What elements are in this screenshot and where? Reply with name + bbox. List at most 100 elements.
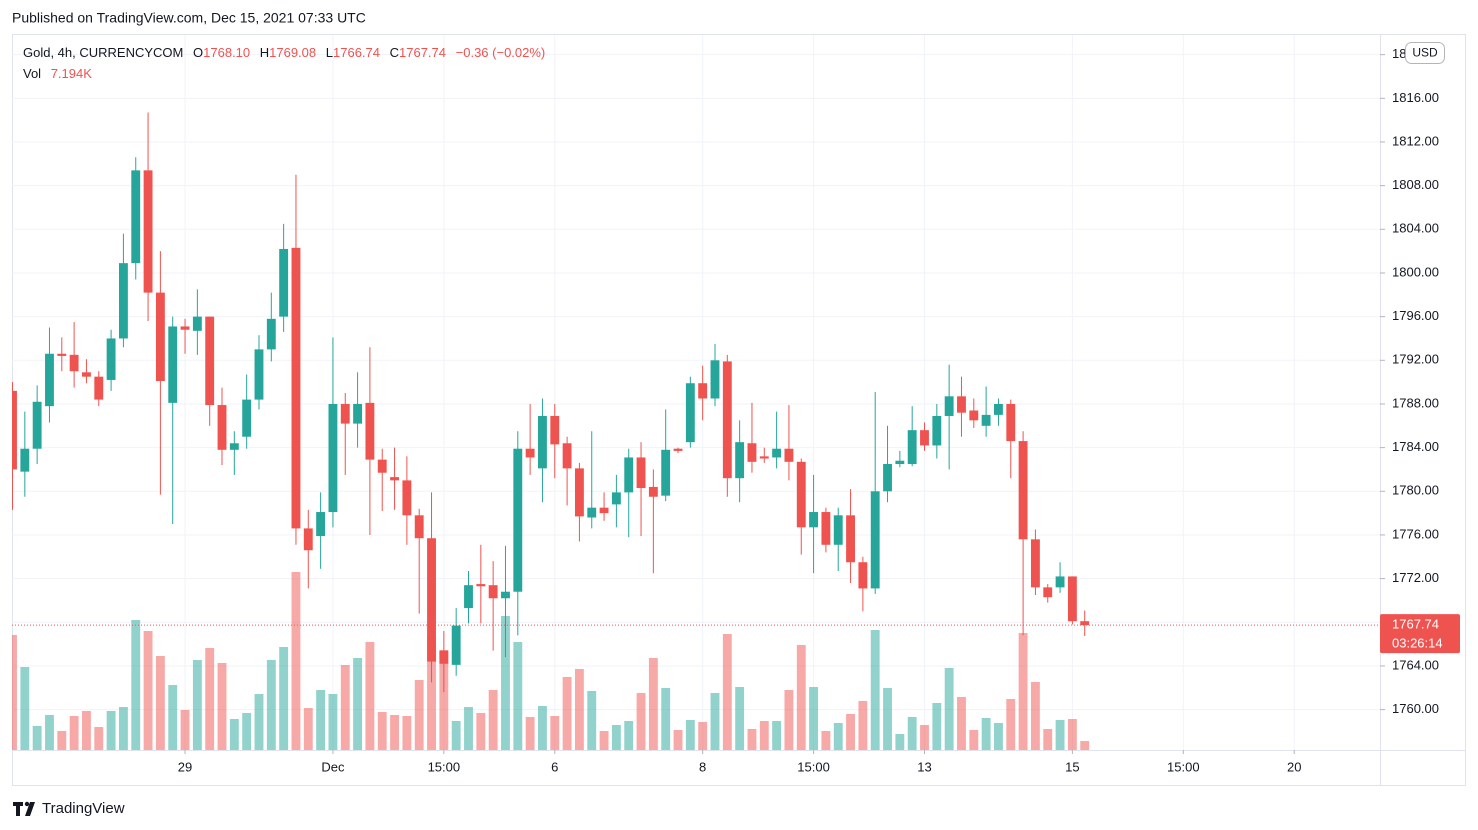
- x-tick-label: 15:00: [1167, 759, 1200, 774]
- candle-body: [870, 491, 880, 589]
- candle-body: [735, 442, 745, 479]
- candle-body: [784, 448, 794, 462]
- volume-bar: [784, 690, 794, 750]
- volume-bar: [242, 713, 252, 750]
- volume-bar: [402, 716, 412, 750]
- x-tick-label: 8: [699, 759, 706, 774]
- volume-bar: [254, 694, 264, 750]
- candle-body: [476, 584, 486, 587]
- high-value: 1769.08: [269, 45, 316, 60]
- volume-bar: [648, 658, 658, 750]
- volume-bar: [1043, 729, 1053, 750]
- x-tick-label: 20: [1287, 759, 1301, 774]
- candle-body: [106, 338, 116, 380]
- last-price-label: 1767.74: [1392, 617, 1439, 632]
- candle-body: [57, 353, 67, 356]
- volume-bar: [118, 707, 128, 750]
- volume-bar: [57, 731, 67, 750]
- volume-bar: [809, 687, 819, 750]
- candle-body: [94, 376, 104, 400]
- brand-name: TradingView: [42, 800, 125, 817]
- candle-body: [1030, 539, 1040, 588]
- candle-body: [205, 316, 215, 406]
- volume-bar: [550, 716, 560, 750]
- candle-body: [562, 443, 572, 469]
- volume-bar: [710, 693, 720, 750]
- volume-bar: [82, 711, 91, 750]
- candle-body: [722, 361, 732, 479]
- volume-bar: [846, 714, 855, 750]
- candle-body: [636, 457, 646, 489]
- volume-bar: [685, 720, 695, 750]
- candle-body: [759, 456, 769, 459]
- candle-body: [488, 585, 498, 599]
- grid: [12, 35, 1380, 750]
- volume-bar: [427, 636, 436, 750]
- volume-bar: [94, 727, 104, 750]
- volume-bar: [69, 716, 79, 750]
- volume-bar: [439, 650, 449, 750]
- candle-body: [1006, 403, 1016, 442]
- volume-bar: [131, 620, 141, 750]
- candle-body: [266, 318, 276, 350]
- volume-bar: [106, 711, 116, 750]
- candle-body: [833, 515, 843, 545]
- volume-value: 7.194K: [51, 66, 93, 81]
- volume-bar: [735, 687, 745, 750]
- volume-bar: [1067, 719, 1077, 750]
- volume-bar: [340, 665, 350, 750]
- x-tick-label: 13: [917, 759, 931, 774]
- candle-body: [501, 591, 510, 599]
- volume-bar: [303, 708, 313, 750]
- candle-body: [661, 449, 671, 496]
- volume-bar: [895, 734, 905, 750]
- low-label: L: [326, 45, 333, 60]
- candle-body: [377, 459, 387, 473]
- volume-bar: [1030, 682, 1040, 750]
- candle-body: [587, 507, 597, 518]
- y-tick-label: 1772.00: [1392, 570, 1439, 585]
- volume-bar: [1080, 741, 1090, 750]
- legend-ohlc: Gold, 4h, CURRENCYCOM O1768.10 H1769.08 …: [23, 45, 545, 60]
- candle-body: [217, 405, 227, 450]
- volume-bar: [513, 642, 523, 750]
- chart-frame: [12, 34, 1466, 786]
- candle-body: [957, 396, 966, 413]
- volume-bar: [870, 630, 880, 750]
- y-tick-label: 1800.00: [1392, 264, 1439, 279]
- candle-body: [279, 248, 289, 317]
- volume-bar: [501, 616, 510, 750]
- low-value: 1766.74: [333, 45, 380, 60]
- candle-body: [1018, 441, 1028, 540]
- y-tick-label: 1788.00: [1392, 395, 1439, 410]
- volume-bar: [772, 721, 782, 750]
- y-tick-label: 1764.00: [1392, 657, 1439, 672]
- volume-bar: [759, 721, 769, 750]
- candle-body: [550, 415, 560, 445]
- volume-bar: [858, 701, 868, 750]
- volume-bar: [12, 635, 17, 750]
- volume-bar: [32, 726, 42, 750]
- volume-bar: [476, 713, 486, 750]
- volume-bar: [611, 725, 621, 750]
- y-tick-label: 1784.00: [1392, 439, 1439, 454]
- last-price-box: [1380, 614, 1460, 654]
- candle-body: [772, 448, 782, 458]
- candle-body: [574, 468, 584, 517]
- x-tick-label: 15:00: [797, 759, 830, 774]
- change-value: −0.36 (−0.02%): [456, 45, 546, 60]
- candle-body: [1080, 621, 1090, 626]
- open-value: 1768.10: [203, 45, 250, 60]
- volume-bar: [365, 642, 375, 750]
- candle-body: [451, 625, 461, 665]
- candle-body: [1043, 587, 1053, 598]
- currency[interactable]: USD: [1412, 46, 1438, 60]
- candle-body: [291, 247, 301, 529]
- volume-bar: [20, 667, 30, 750]
- volume-bar: [538, 706, 547, 750]
- x-tick-label: Dec: [321, 759, 345, 774]
- currency-button[interactable]: [1405, 42, 1445, 64]
- y-tick-label: 1796.00: [1392, 308, 1439, 323]
- volume-bar: [414, 680, 424, 750]
